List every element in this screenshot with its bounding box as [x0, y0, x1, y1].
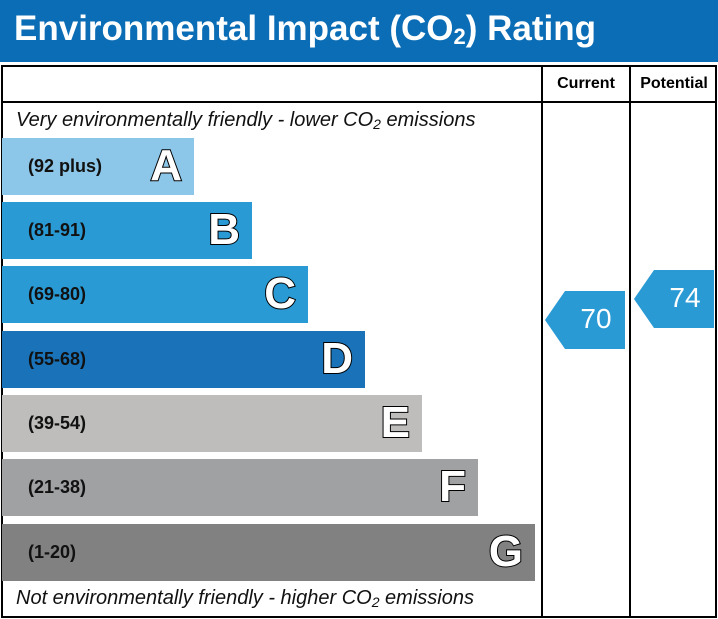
top-note-sub: 2 — [373, 116, 381, 132]
current-column-header: Current — [557, 75, 615, 92]
bottom-note-text: Not environmentally friendly - higher CO — [16, 587, 372, 609]
band-letter: E — [380, 397, 411, 448]
band-f: (21-38) F — [2, 459, 478, 516]
top-note: Very environmentally friendly - lower CO… — [16, 109, 475, 132]
band-a: (92 plus) A — [2, 138, 194, 195]
arrow-shape — [545, 291, 625, 349]
band-range: (69-80) — [28, 284, 87, 304]
top-note-end: emissions — [380, 109, 476, 131]
arrow-shape — [634, 270, 714, 328]
band-letter: F — [438, 461, 467, 512]
band-b: (81-91) B — [2, 202, 252, 259]
band-range: (55-68) — [28, 349, 87, 369]
band-letter: A — [149, 140, 183, 191]
title-subscript: 2 — [453, 24, 466, 49]
column-divider — [629, 65, 631, 618]
title-text: Environmental Impact (CO — [14, 9, 454, 48]
band-letter: C — [263, 268, 297, 319]
header-divider — [1, 101, 717, 103]
potential-rating-arrow: 74 — [634, 270, 714, 328]
band-range: (39-54) — [28, 413, 87, 433]
bottom-note: Not environmentally friendly - higher CO… — [16, 587, 474, 610]
band-range: (21-38) — [28, 477, 87, 497]
current-rating-value: 70 — [580, 303, 612, 334]
band-range: (81-91) — [28, 220, 87, 240]
band-range: (1-20) — [28, 542, 77, 562]
band-e: (39-54) E — [2, 395, 422, 452]
bottom-note-sub: 2 — [371, 594, 380, 610]
band-g: (1-20) G — [2, 524, 535, 581]
top-note-text: Very environmentally friendly - lower CO — [16, 109, 374, 131]
band-c: (69-80) C — [2, 266, 308, 323]
band-letter: B — [207, 204, 241, 255]
band-letter: D — [320, 333, 354, 384]
page-title: Environmental Impact (CO2) Rating — [0, 0, 718, 62]
potential-rating-value: 74 — [669, 282, 701, 313]
band-d: (55-68) D — [2, 331, 365, 388]
column-divider — [541, 65, 543, 618]
bottom-note-end: emissions — [379, 587, 474, 609]
title-end: ) Rating — [465, 9, 597, 48]
current-rating-arrow: 70 — [545, 291, 625, 349]
band-range: (92 plus) — [28, 156, 103, 176]
band-letter: G — [488, 526, 524, 577]
potential-column-header: Potential — [640, 75, 708, 92]
